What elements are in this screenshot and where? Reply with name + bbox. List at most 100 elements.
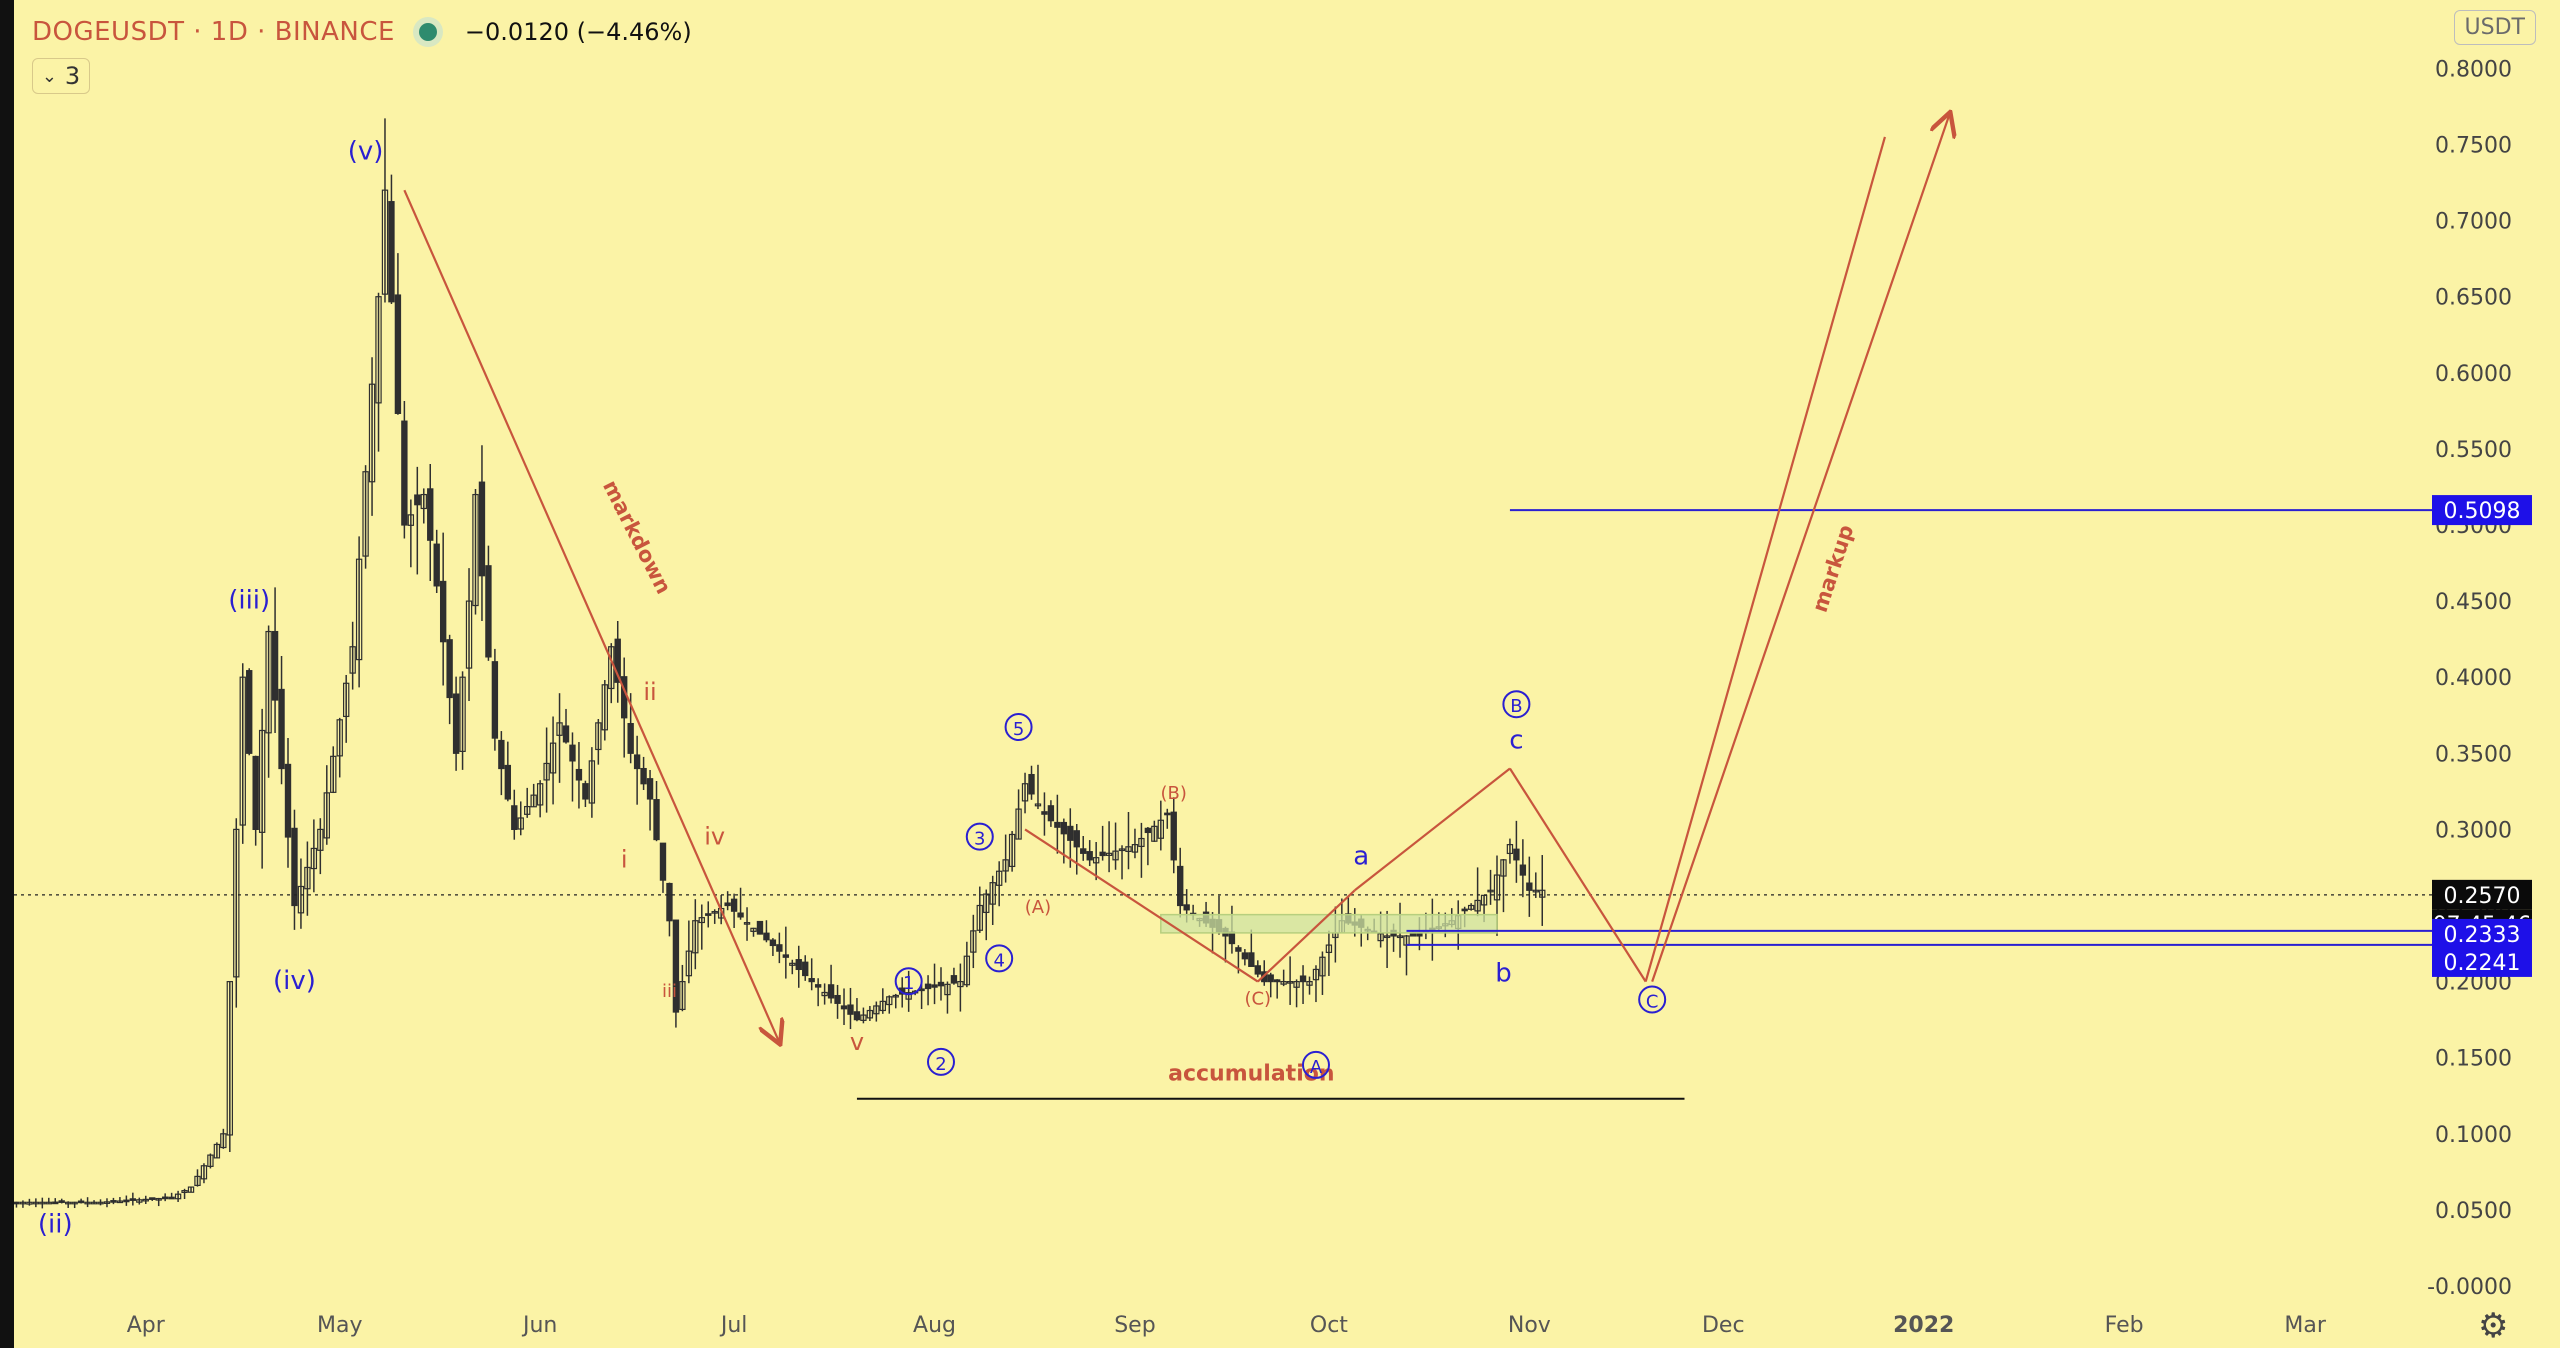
candle-body [1325, 944, 1333, 954]
candle-body [368, 383, 376, 483]
candle-body [588, 760, 596, 804]
candle-body [1021, 783, 1029, 802]
candle-body [336, 719, 343, 757]
candle-body [1002, 859, 1009, 872]
wave-circle-marker [1638, 985, 1667, 1014]
wave-circle-marker [926, 1047, 955, 1076]
candle-body [763, 932, 770, 941]
candle-body [39, 1201, 46, 1205]
x-axis-tick-label: Jun [521, 1313, 557, 1338]
x-axis-tick-label: Nov [1508, 1313, 1551, 1338]
wave-label: ii [643, 678, 656, 706]
candle-body [1526, 882, 1533, 891]
candle-body [1513, 848, 1520, 861]
candle-body [355, 558, 363, 661]
y-axis-tick-label: 0.6000 [2435, 362, 2512, 387]
candle-body [459, 676, 466, 752]
candle-body [1086, 851, 1093, 861]
price-level-box [2432, 918, 2532, 949]
y-axis-tick-label: 0.4000 [2435, 666, 2512, 691]
candle-body [271, 630, 279, 701]
candle-body [32, 1201, 40, 1205]
candle-body [394, 294, 402, 414]
price-level-box-text: 0.2241 [2444, 951, 2521, 976]
candle-body [116, 1200, 124, 1204]
candle-body [814, 984, 822, 988]
candle-body [343, 682, 350, 718]
candle-body [317, 828, 324, 851]
indicators-toggle-button[interactable]: ⌄ 3 [32, 58, 90, 94]
candle-body [1157, 819, 1164, 839]
candle-body [582, 783, 589, 800]
candle-body [323, 792, 330, 839]
markup-line-2 [1651, 114, 1949, 982]
candle-body [1183, 904, 1190, 911]
candle-body [1254, 965, 1261, 975]
markup-label: markup [1808, 522, 1859, 615]
wave-label: 2 [935, 1054, 946, 1075]
candle-body [233, 828, 240, 978]
wave-label: (iv) [273, 966, 316, 996]
candle-body [465, 600, 473, 669]
candle-body [1099, 851, 1106, 857]
wave-label: 5 [1013, 719, 1024, 740]
candle-body [239, 676, 246, 826]
y-axis-tick-label: 0.1500 [2435, 1047, 2512, 1072]
currency-badge[interactable]: USDT [2453, 10, 2536, 45]
wave-circle-marker [1502, 690, 1531, 719]
y-axis-tick-label: 0.8000 [2435, 57, 2512, 82]
candle-body [1293, 980, 1300, 988]
candle-body [58, 1200, 65, 1203]
symbol-header[interactable]: DOGEUSDT · 1D · BINANCE −0.0120 (−4.46%) [32, 12, 692, 52]
candle-body [1280, 980, 1287, 985]
candle-body [995, 870, 1003, 886]
candle-body [446, 639, 453, 699]
candle-body [1383, 935, 1391, 939]
candle-body [1125, 846, 1132, 853]
candle-body [743, 922, 751, 925]
candle-body [161, 1196, 169, 1200]
candle-body [905, 992, 912, 1000]
wave-label: 4 [993, 950, 1004, 971]
price-change: −0.0120 (−4.46%) [464, 18, 692, 46]
candle-body [1474, 899, 1481, 912]
candle-body [330, 755, 337, 793]
y-axis-tick-label: 0.3500 [2435, 742, 2512, 767]
candle-body [1319, 956, 1326, 977]
candle-body [621, 676, 628, 719]
candle-body [129, 1198, 137, 1201]
wave-label: iii [662, 981, 677, 1002]
candle-body [776, 944, 783, 952]
candle-body [278, 688, 285, 770]
candle-body [77, 1200, 85, 1204]
candle-body [944, 983, 951, 996]
candle-body [1235, 947, 1242, 952]
candle-body [1493, 874, 1501, 901]
candle-body [284, 763, 292, 838]
correction-line-1 [1024, 828, 1259, 983]
candle-body [737, 912, 744, 918]
candle-body [265, 630, 272, 734]
symbol-title[interactable]: DOGEUSDT · 1D · BINANCE [32, 17, 395, 47]
wave-circle-marker [1301, 1050, 1330, 1079]
markup-line-1 [1644, 136, 1886, 982]
wave-label: (ii) [38, 1210, 73, 1240]
gear-icon[interactable]: ⚙ [2478, 1306, 2509, 1346]
y-axis-tick-label: 0.1000 [2435, 1123, 2512, 1148]
candle-body [1500, 859, 1507, 877]
candle-body [963, 955, 971, 986]
candle-body [1067, 825, 1074, 841]
candle-body [136, 1199, 143, 1203]
candle-body [1073, 830, 1080, 848]
wave-label: (A) [1025, 897, 1051, 918]
candle-body [381, 189, 389, 295]
candle-body [452, 693, 460, 754]
current-price-box-text: 0.2570 [2444, 884, 2521, 909]
wave-label: a [1353, 841, 1369, 871]
candle-body [1138, 837, 1145, 848]
candle-body [401, 420, 408, 526]
candle-body [1461, 908, 1468, 912]
candle-body [297, 885, 305, 914]
